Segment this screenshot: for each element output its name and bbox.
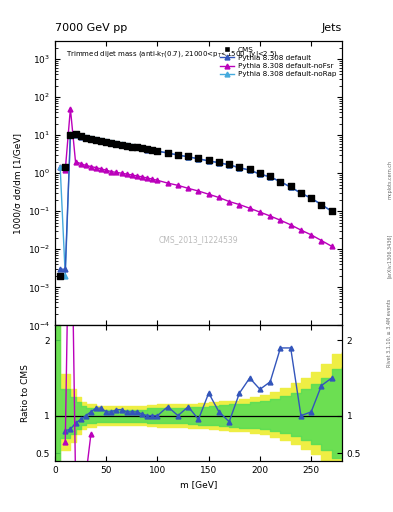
Point — [226, 160, 232, 168]
Point — [288, 182, 294, 190]
Text: Rivet 3.1.10, ≥ 3.4M events: Rivet 3.1.10, ≥ 3.4M events — [387, 298, 392, 367]
Point — [129, 142, 135, 151]
Point — [113, 140, 119, 148]
Point — [308, 194, 314, 202]
Point — [154, 146, 161, 155]
Point — [98, 137, 104, 145]
Text: Trimmed dijet mass (anti-k$_T$(0.7), 21000<p$_T$<1500, |y|<2.5): Trimmed dijet mass (anti-k$_T$(0.7), 210… — [66, 50, 279, 60]
Point — [195, 154, 202, 162]
Point — [246, 165, 253, 173]
Point — [206, 156, 212, 164]
Point — [277, 178, 284, 186]
Point — [67, 131, 73, 139]
Point — [134, 143, 140, 152]
Point — [88, 135, 94, 143]
Point — [175, 151, 181, 159]
Point — [165, 148, 171, 157]
Point — [72, 130, 79, 138]
Text: [arXiv:1306.3436]: [arXiv:1306.3436] — [387, 234, 392, 278]
Point — [108, 139, 114, 147]
Y-axis label: 1000/σ dσ/dm [1/GeV]: 1000/σ dσ/dm [1/GeV] — [13, 133, 22, 233]
Text: CMS_2013_I1224539: CMS_2013_I1224539 — [159, 236, 238, 245]
Point — [62, 162, 68, 170]
Text: 7000 GeV pp: 7000 GeV pp — [55, 23, 127, 33]
Point — [236, 162, 242, 170]
Point — [77, 132, 84, 140]
Point — [57, 272, 63, 280]
Point — [124, 142, 130, 150]
Point — [216, 158, 222, 166]
Point — [267, 172, 274, 180]
Point — [144, 145, 151, 153]
Point — [318, 201, 325, 209]
Legend: CMS, Pythia 8.308 default, Pythia 8.308 default-noFsr, Pythia 8.308 default-noRa: CMS, Pythia 8.308 default, Pythia 8.308 … — [217, 45, 338, 80]
Point — [298, 189, 304, 197]
Text: Jets: Jets — [321, 23, 342, 33]
Point — [93, 136, 99, 144]
Point — [257, 169, 263, 177]
Point — [149, 146, 156, 154]
X-axis label: m [GeV]: m [GeV] — [180, 480, 217, 489]
Point — [103, 138, 109, 146]
Point — [83, 134, 89, 142]
Text: mcplots.cern.ch: mcplots.cern.ch — [387, 160, 392, 199]
Point — [329, 207, 335, 216]
Point — [118, 141, 125, 149]
Point — [139, 144, 145, 153]
Point — [185, 152, 191, 160]
Y-axis label: Ratio to CMS: Ratio to CMS — [21, 364, 30, 422]
